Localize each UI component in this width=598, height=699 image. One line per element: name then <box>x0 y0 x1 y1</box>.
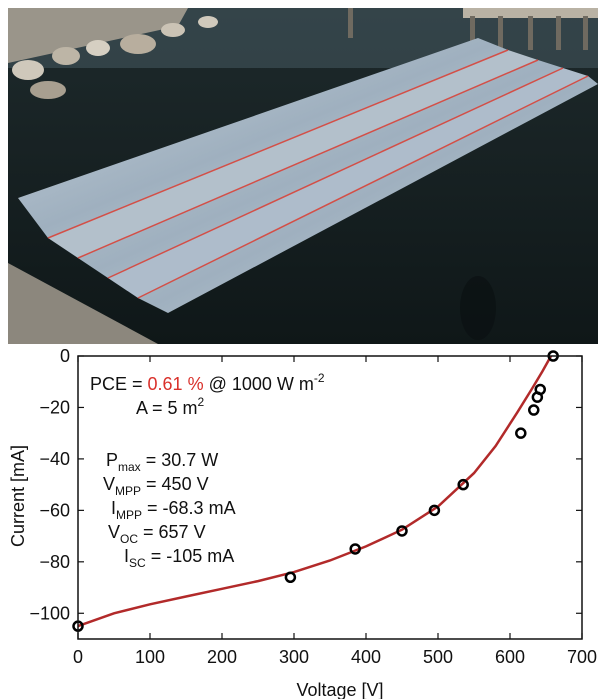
data-point <box>534 383 546 396</box>
voc-subscript: OC <box>120 532 138 546</box>
data-point <box>349 543 361 555</box>
data-point <box>457 478 469 491</box>
data-point <box>428 504 441 517</box>
pmax-annotation: Pmax = 30.7 W <box>106 450 218 474</box>
data-point <box>396 525 408 537</box>
dock-bottom <box>8 263 158 344</box>
data-point <box>528 404 540 416</box>
area-annotation: A = 5 m2 <box>136 395 205 418</box>
axes <box>77 355 583 640</box>
dock-pilings <box>348 8 588 50</box>
floating-solar-photo <box>8 8 598 344</box>
x-tick-label: 500 <box>423 647 453 667</box>
impp-subscript: MPP <box>116 508 142 522</box>
plot-frame <box>77 355 583 640</box>
voc-value: = 657 V <box>138 522 206 542</box>
data-point <box>515 427 527 439</box>
y-tick-label: −100 <box>29 603 70 623</box>
pmax-subscript: max <box>118 460 141 474</box>
rocks <box>12 16 218 99</box>
x-tick-label: 100 <box>135 647 165 667</box>
vmpp-subscript: MPP <box>115 484 141 498</box>
voc-symbol: V <box>108 522 120 542</box>
x-tick-label: 400 <box>351 647 381 667</box>
person-shadow <box>460 276 496 340</box>
data-point <box>284 571 297 584</box>
y-tick-label: −20 <box>39 397 70 417</box>
isc-subscript: SC <box>129 556 146 570</box>
vmpp-annotation: VMPP = 450 V <box>103 474 209 498</box>
x-tick-label: 200 <box>207 647 237 667</box>
area-exponent: 2 <box>198 395 205 409</box>
pce-annotation: PCE = 0.61 % @ 1000 W m-2 <box>90 371 325 394</box>
pmax-symbol: P <box>106 450 118 470</box>
vmpp-symbol: V <box>103 474 115 494</box>
y-axis-label: Current [mA] <box>8 445 28 547</box>
x-axis-label: Voltage [V] <box>296 680 383 699</box>
solar-module-strips <box>18 38 598 313</box>
right-dock <box>463 8 598 18</box>
isc-value: = -105 mA <box>146 546 235 566</box>
impp-annotation: IMPP = -68.3 mA <box>111 498 236 522</box>
tick-labels: 0 100 200 300 400 500 600 700 0 −20 −40 −60 −80 −100 <box>29 346 597 667</box>
voc-annotation: VOC = 657 V <box>108 522 206 546</box>
impp-symbol: I <box>111 498 116 518</box>
pce-prefix: PCE = <box>90 374 148 394</box>
vmpp-value: = 450 V <box>141 474 209 494</box>
x-tick-label: 600 <box>495 647 525 667</box>
iv-curve-chart: 0 100 200 300 400 500 600 7000−20−40−60−80−100 … <box>8 346 597 699</box>
pce-exponent: -2 <box>314 371 325 385</box>
x-tick-label: 300 <box>279 647 309 667</box>
y-tick-label: −60 <box>39 500 70 520</box>
dock-top <box>8 8 188 63</box>
pmax-value: = 30.7 W <box>141 450 219 470</box>
x-tick-label: 0 <box>73 647 83 667</box>
pce-suffix: @ 1000 W m <box>204 374 314 394</box>
impp-value: = -68.3 mA <box>142 498 236 518</box>
isc-symbol: I <box>124 546 129 566</box>
pce-value: 0.61 % <box>148 374 204 394</box>
y-tick-label: 0 <box>60 346 70 366</box>
y-tick-label: −40 <box>39 449 70 469</box>
area-prefix: A = 5 m <box>136 398 198 418</box>
isc-annotation: ISC = -105 mA <box>124 546 234 570</box>
fit-curve <box>77 355 553 628</box>
y-tick-label: −80 <box>39 552 70 572</box>
x-tick-label: 700 <box>567 647 597 667</box>
